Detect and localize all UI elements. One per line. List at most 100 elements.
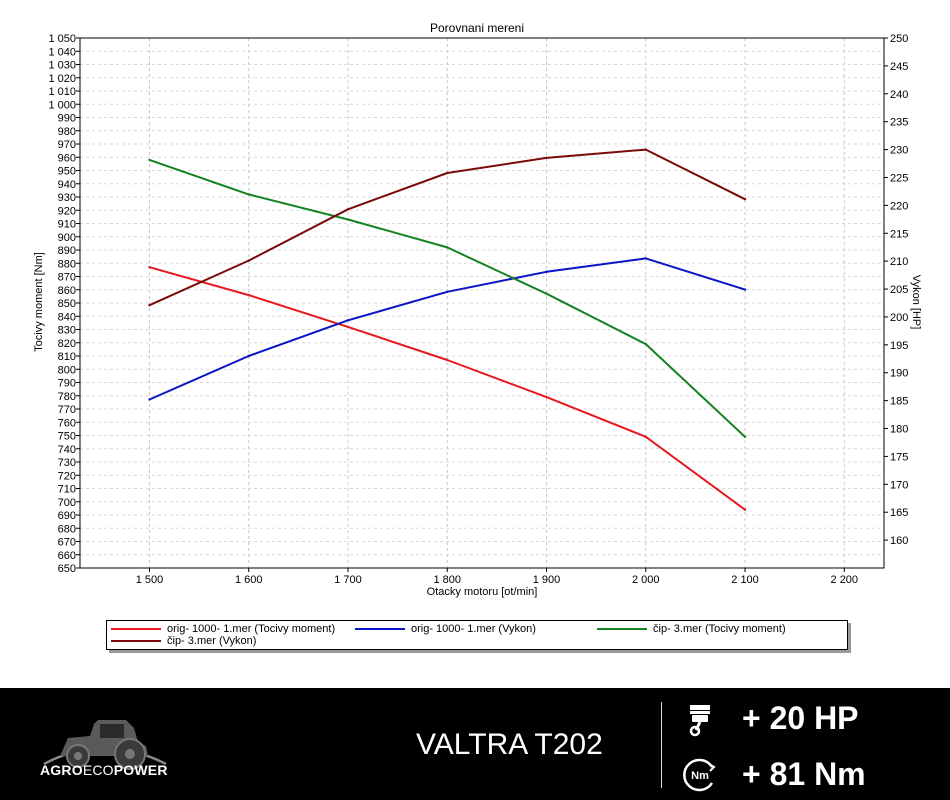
data-point bbox=[346, 325, 350, 329]
brand-name: AGROECOPOWER bbox=[40, 762, 168, 778]
y-right-axis-title: Vykon [HP] bbox=[910, 275, 922, 330]
y-left-tick-label: 650 bbox=[58, 563, 76, 575]
legend-label: orig- 1000- 1.mer (Vykon) bbox=[411, 623, 536, 635]
tractor-logo-icon bbox=[43, 720, 167, 770]
legend-swatch bbox=[355, 628, 405, 630]
y-left-tick-label: 680 bbox=[58, 523, 76, 535]
y-left-tick-label: 820 bbox=[58, 338, 76, 350]
y-left-tick-label: 940 bbox=[58, 179, 76, 191]
chart-title: Porovnani mereni bbox=[430, 21, 524, 35]
data-point bbox=[644, 257, 647, 260]
y-left-tick-label: 830 bbox=[58, 325, 76, 337]
data-point bbox=[346, 218, 350, 221]
y-left-tick-label: 690 bbox=[58, 510, 76, 522]
y-left-tick-label: 810 bbox=[58, 351, 76, 363]
x-axis-title: Otacky motoru [ot/min] bbox=[427, 586, 538, 598]
torque-gain-value: + 81 Nm bbox=[742, 756, 866, 792]
grid bbox=[80, 37, 884, 569]
y-right-tick-label: 200 bbox=[890, 312, 908, 324]
torque-gauge-icon: Nm bbox=[683, 758, 716, 791]
data-point bbox=[446, 171, 449, 175]
y-right-tick-label: 165 bbox=[890, 507, 908, 519]
y-left-tick-label: 970 bbox=[58, 139, 76, 151]
legend-label: čip- 3.mer (Vykon) bbox=[167, 635, 257, 647]
y-right-tick-label: 230 bbox=[890, 145, 908, 157]
data-point bbox=[346, 208, 350, 211]
y-right-tick-label: 160 bbox=[890, 535, 908, 547]
y-left-tick-label: 740 bbox=[58, 444, 76, 456]
data-point bbox=[545, 156, 548, 160]
y-left-tick-label: 900 bbox=[58, 232, 76, 244]
y-left-tick-label: 730 bbox=[58, 457, 76, 469]
y-right-tick-label: 190 bbox=[890, 368, 908, 380]
data-point bbox=[644, 435, 647, 439]
x-tick-label: 1 700 bbox=[334, 574, 362, 586]
y-left-tick-label: 760 bbox=[58, 417, 76, 429]
hp-gain-value: + 20 HP bbox=[742, 700, 859, 736]
y-left-tick-label: 980 bbox=[58, 126, 76, 138]
y-left-tick-label: 660 bbox=[58, 550, 76, 562]
model-name: VALTRA T202 bbox=[416, 728, 603, 761]
data-point bbox=[148, 266, 151, 269]
x-tick-label: 2 000 bbox=[632, 574, 660, 586]
y-right-tick-label: 180 bbox=[890, 424, 908, 436]
data-point bbox=[743, 288, 747, 291]
y-left-tick-label: 920 bbox=[58, 205, 76, 217]
x-tick-label: 2 100 bbox=[731, 574, 759, 586]
y-left-tick-label: 710 bbox=[58, 484, 76, 496]
y-right-tick-label: 240 bbox=[890, 89, 908, 101]
y-right-tick-label: 215 bbox=[890, 228, 908, 240]
brand-agro: AGRO bbox=[40, 762, 83, 778]
data-point bbox=[247, 193, 250, 196]
y-left-tick-label: 890 bbox=[58, 245, 76, 257]
data-point bbox=[644, 342, 647, 346]
y-left-tick-label: 750 bbox=[58, 431, 76, 443]
data-point bbox=[446, 246, 449, 249]
data-point bbox=[545, 270, 548, 273]
footer-banner: AGROECOPOWER VALTRA T202 + 20 HP Nm + 81… bbox=[0, 688, 950, 800]
y-right-tick-label: 175 bbox=[890, 451, 908, 463]
y-left-tick-label: 800 bbox=[58, 364, 76, 376]
legend-swatch bbox=[111, 628, 161, 630]
y-left-tick-label: 930 bbox=[58, 192, 76, 204]
axes: 1 500 1 600 1 700 1 800 1 900 2 000 2 100 2 200… bbox=[48, 33, 908, 586]
y-right-tick-label: 245 bbox=[890, 61, 908, 73]
torque-icon-label: Nm bbox=[691, 770, 709, 782]
data-point bbox=[247, 259, 250, 262]
y-left-tick-label: 700 bbox=[58, 497, 76, 509]
y-right-tick-label: 205 bbox=[890, 284, 908, 296]
data-point bbox=[247, 354, 250, 358]
y-left-tick-label: 880 bbox=[58, 258, 76, 270]
y-left-tick-label: 950 bbox=[58, 166, 76, 178]
legend-swatch bbox=[597, 628, 647, 630]
y-left-tick-label: 770 bbox=[58, 404, 76, 416]
data-point bbox=[446, 358, 449, 362]
y-left-tick-label: 1 040 bbox=[48, 46, 76, 58]
data-point bbox=[148, 304, 151, 307]
y-right-tick-label: 220 bbox=[890, 200, 908, 212]
chart-area: Porovnani mereni 1 500 1 600 1 700 1 800 1 9… bbox=[33, 21, 922, 650]
legend-entry-orig-power: orig- 1000- 1.mer (Vykon) bbox=[355, 623, 536, 635]
series-lines bbox=[148, 148, 747, 511]
y-right-tick-label: 195 bbox=[890, 340, 908, 352]
y-right-tick-label: 235 bbox=[890, 117, 908, 129]
torque-power-chart: Porovnani mereni 1 500 1 600 1 700 1 800 1 9… bbox=[33, 21, 922, 598]
y-left-tick-label: 860 bbox=[58, 285, 76, 297]
data-point bbox=[545, 395, 548, 399]
x-tick-label: 1 600 bbox=[235, 574, 263, 586]
brand-eco: ECO bbox=[82, 762, 114, 778]
y-left-tick-label: 720 bbox=[58, 470, 76, 482]
x-tick-label: 2 200 bbox=[831, 574, 859, 586]
legend-swatch bbox=[111, 640, 161, 642]
legend-entry-chip-torque: čip- 3.mer (Tocivy moment) bbox=[597, 623, 786, 635]
y-left-tick-label: 960 bbox=[58, 152, 76, 164]
data-point bbox=[743, 435, 747, 439]
data-point bbox=[644, 148, 647, 151]
y-left-tick-label: 840 bbox=[58, 311, 76, 323]
data-point bbox=[446, 290, 449, 294]
legend: orig- 1000- 1.mer (Tocivy moment) orig- … bbox=[106, 620, 848, 650]
y-left-axis-title: Tocivy moment [Nm] bbox=[33, 252, 45, 352]
y-right-tick-label: 185 bbox=[890, 396, 908, 408]
x-tick-label: 1 500 bbox=[136, 574, 164, 586]
y-left-tick-label: 1 010 bbox=[48, 86, 76, 98]
